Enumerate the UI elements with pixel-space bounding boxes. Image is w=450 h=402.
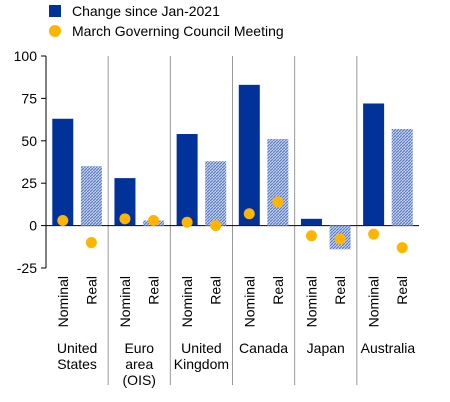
category-label-nominal: Nominal <box>117 276 133 327</box>
legend-label-dot: March Governing Council Meeting <box>72 23 284 39</box>
group-label: Canada <box>239 340 288 356</box>
bar-nominal <box>300 218 322 226</box>
bar-real <box>80 166 102 226</box>
bar-nominal <box>238 84 260 226</box>
category-label-nominal: Nominal <box>179 276 195 327</box>
dot-march-meeting <box>272 196 284 208</box>
category-label-nominal: Nominal <box>366 276 382 327</box>
category-label-nominal: Nominal <box>241 276 257 327</box>
group-label: (OIS) <box>123 372 156 388</box>
category-label-nominal: Nominal <box>55 276 71 327</box>
y-tick-label: 0 <box>29 218 37 234</box>
dot-march-meeting <box>334 233 346 245</box>
group-label: Japan <box>307 340 345 356</box>
y-tick-label: 25 <box>21 175 37 191</box>
bar-nominal <box>363 103 385 226</box>
dot-march-meeting <box>181 216 193 228</box>
y-tick-label: 100 <box>14 48 38 64</box>
bar-real <box>267 139 289 226</box>
bar-nominal <box>52 118 74 226</box>
y-tick-label: -25 <box>17 260 37 276</box>
category-label-real: Real <box>83 276 99 305</box>
group-label: United <box>181 340 221 356</box>
dot-march-meeting <box>243 208 255 220</box>
y-tick-label: 50 <box>21 133 37 149</box>
legend-label-bar: Change since Jan-2021 <box>72 3 220 19</box>
group-label: Australia <box>361 340 416 356</box>
category-label-real: Real <box>146 276 162 305</box>
dot-march-meeting <box>305 230 317 242</box>
category-label-nominal: Nominal <box>303 276 319 327</box>
group-label: Kingdom <box>174 356 229 372</box>
group-label: Euro <box>124 340 154 356</box>
bar-nominal <box>114 178 136 226</box>
category-label-real: Real <box>208 276 224 305</box>
category-label-real: Real <box>332 276 348 305</box>
legend-swatch-dot <box>49 25 61 37</box>
category-label-real: Real <box>270 276 286 305</box>
y-tick-label: 75 <box>21 90 37 106</box>
dot-march-meeting <box>85 237 97 249</box>
group-label: United <box>57 340 97 356</box>
dot-march-meeting <box>148 215 160 227</box>
category-label-real: Real <box>394 276 410 305</box>
legend-swatch-bar <box>49 5 61 17</box>
dot-march-meeting <box>368 228 380 240</box>
dot-march-meeting <box>119 213 131 225</box>
dots <box>57 196 408 254</box>
bar-real <box>205 161 227 226</box>
group-label: States <box>57 356 97 372</box>
dot-march-meeting <box>210 220 222 232</box>
group-label: area <box>125 356 153 372</box>
bar-nominal <box>176 134 198 226</box>
bar-real <box>391 128 413 226</box>
bars <box>52 84 413 250</box>
dot-march-meeting <box>396 242 408 254</box>
dot-march-meeting <box>57 215 69 227</box>
legend: Change since Jan-2021 March Governing Co… <box>49 3 284 39</box>
